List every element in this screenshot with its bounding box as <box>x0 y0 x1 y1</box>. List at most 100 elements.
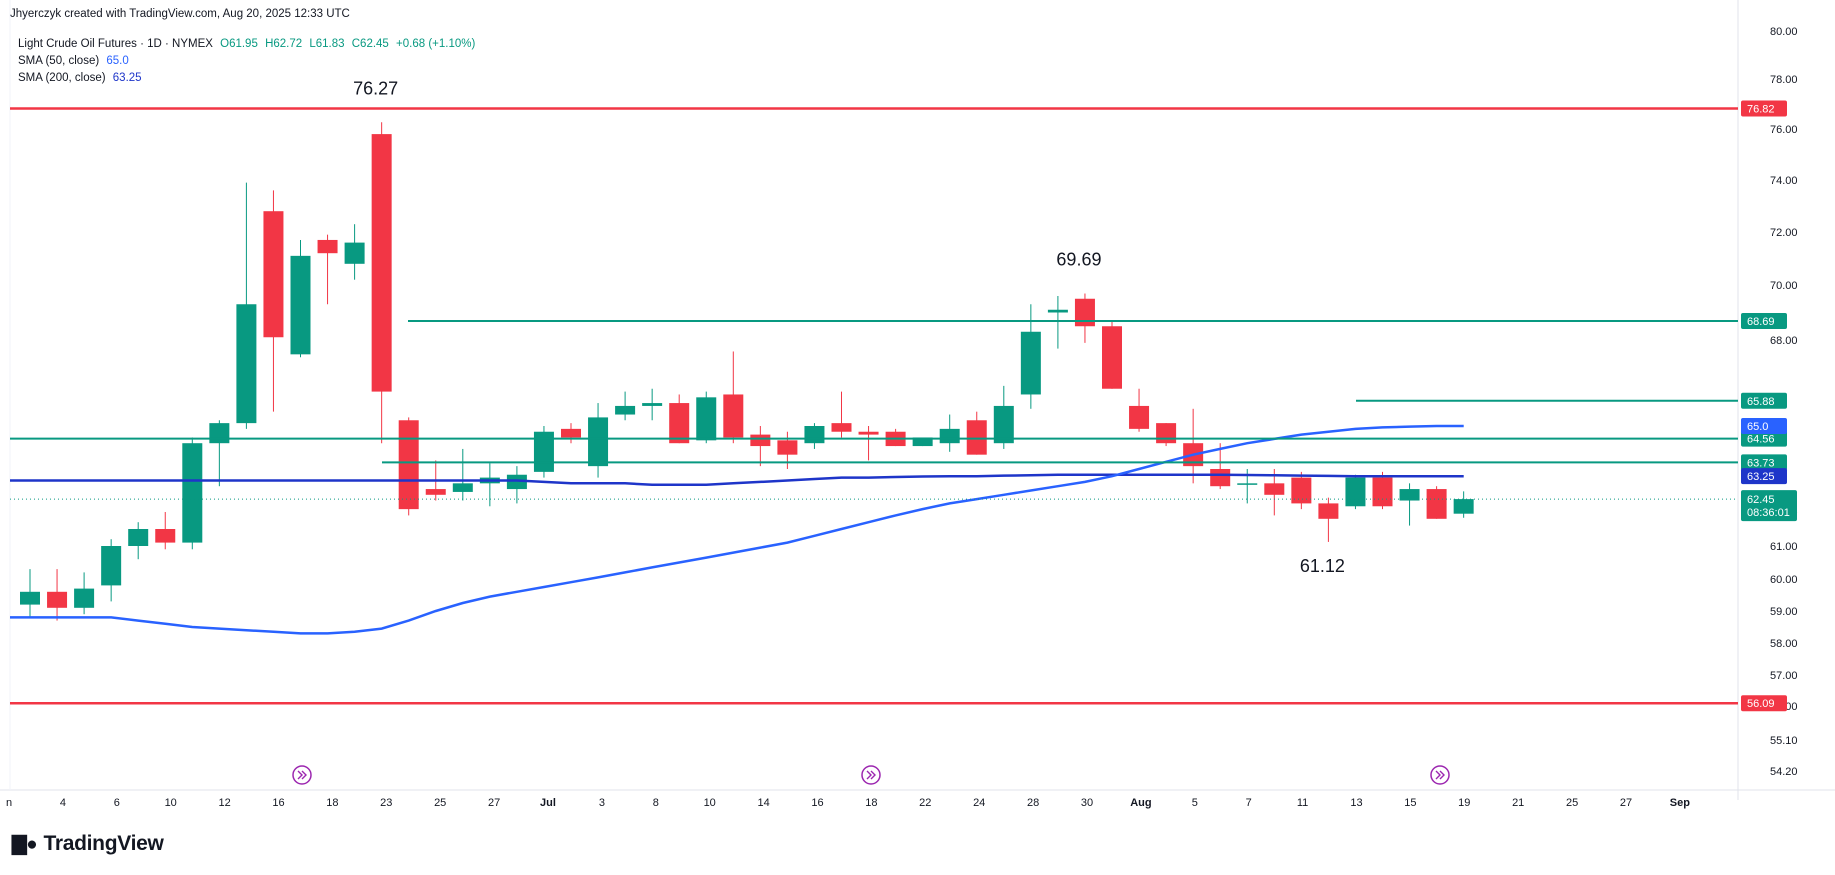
sma-price-label: 63.25 <box>1747 471 1775 483</box>
x-tick-label: 10 <box>704 797 716 809</box>
candle-body <box>128 529 149 546</box>
x-tick-label: 21 <box>1512 797 1524 809</box>
sma50-label: SMA (50, close) <box>18 55 100 67</box>
level-price-tag <box>1741 100 1787 117</box>
y-tick-label: 68.00 <box>1770 335 1798 347</box>
candle-body <box>1102 326 1122 389</box>
level-price-label: 68.69 <box>1747 316 1775 328</box>
swing-annotation: 69.69 <box>1056 250 1101 270</box>
candle-body <box>831 423 852 432</box>
candle-body <box>236 304 257 424</box>
candle-body <box>317 239 338 254</box>
x-tick-label: 27 <box>1620 797 1632 809</box>
candle-body <box>1264 483 1285 495</box>
x-tick-label: 3 <box>599 797 605 809</box>
sma-price-label: 65.0 <box>1747 421 1768 433</box>
level-price-label: 56.09 <box>1747 698 1775 710</box>
candle-body <box>939 428 960 444</box>
instrument-name: Light Crude Oil Futures · 1D · NYMEX <box>18 38 213 50</box>
x-tick-label: 16 <box>811 797 823 809</box>
y-tick-label: 60.00 <box>1770 574 1798 586</box>
candle-body <box>1210 469 1231 487</box>
candle-body <box>290 255 311 355</box>
x-tick-label: 23 <box>380 797 392 809</box>
x-tick-label: 6 <box>114 797 120 809</box>
candle-body <box>777 440 798 455</box>
y-tick-label: 70.00 <box>1770 280 1798 292</box>
candle-body <box>371 134 392 392</box>
candle-body <box>858 431 879 435</box>
candle-body <box>74 588 95 608</box>
candle-body <box>912 437 933 447</box>
candle-body <box>1047 309 1068 313</box>
x-tick-label: 24 <box>973 797 985 809</box>
x-tick-label: 18 <box>326 797 338 809</box>
level-price-label: 63.73 <box>1747 457 1775 469</box>
x-tick-label: 27 <box>488 797 500 809</box>
level-price-tag <box>1741 392 1787 409</box>
y-tick-label: 59.00 <box>1770 606 1798 618</box>
legend-instrument-row[interactable]: Light Crude Oil Futures · 1D · NYMEX O61… <box>18 36 475 53</box>
sma200-line <box>10 473 1464 487</box>
y-tick-label: 78.00 <box>1770 74 1798 86</box>
x-tick-label: 11 <box>1297 797 1308 809</box>
candle-body <box>1453 499 1474 514</box>
candle-body <box>1318 503 1339 519</box>
candle-body <box>1399 489 1420 501</box>
created-by-header: Jhyerczyk created with TradingView.com, … <box>10 8 350 20</box>
sma200-label: SMA (200, close) <box>18 72 106 84</box>
ohlc-close: C62.45 <box>351 38 389 50</box>
candle-body <box>1372 477 1393 507</box>
candle-body <box>1156 423 1177 444</box>
x-tick-label: 19 <box>1458 797 1470 809</box>
level-price-tag <box>1741 454 1787 471</box>
sma-price-tag <box>1741 418 1787 434</box>
candle-body <box>47 591 68 608</box>
ohlc-high: H62.72 <box>265 38 303 50</box>
event-marker-icon[interactable] <box>861 765 881 785</box>
level-price-label: 76.82 <box>1747 104 1775 116</box>
candle-body <box>561 428 581 438</box>
x-tick-label: Jul <box>540 797 556 809</box>
y-tick-label: 58.00 <box>1770 638 1798 650</box>
legend-sma50-row[interactable]: SMA (50, close) 65.0 <box>18 53 475 70</box>
y-tick-label: 54.20 <box>1770 766 1798 778</box>
candle-body <box>344 242 365 264</box>
swing-annotation: 61.12 <box>1300 556 1345 576</box>
candle-body <box>588 417 609 467</box>
level-price-tag <box>1741 313 1787 330</box>
y-tick-label: 80.00 <box>1770 26 1798 38</box>
y-tick-label: 76.00 <box>1770 124 1798 136</box>
event-marker-icon[interactable] <box>1430 765 1450 785</box>
ohlc-change: +0.68 (+1.10%) <box>396 38 476 50</box>
x-tick-label: 14 <box>757 797 769 809</box>
x-tick-label: 4 <box>60 797 66 809</box>
candle-body <box>966 420 987 455</box>
legend-sma200-row[interactable]: SMA (200, close) 63.25 <box>18 70 475 87</box>
candle-body <box>642 403 663 406</box>
candle-body <box>398 420 419 510</box>
candle-body <box>209 423 230 444</box>
tradingview-brand[interactable]: ▇● TradingView <box>12 832 164 856</box>
candle-body <box>1020 331 1041 395</box>
candle-body <box>615 405 636 415</box>
candle-body <box>1074 298 1095 327</box>
sma-price-tag <box>1741 468 1787 485</box>
x-tick-label: 16 <box>272 797 284 809</box>
candle-body <box>804 426 825 444</box>
event-marker-icon[interactable] <box>292 765 312 785</box>
candle-body <box>750 434 771 447</box>
candle-body <box>425 489 446 495</box>
sma50-line <box>10 424 1464 635</box>
x-tick-label: 7 <box>1246 797 1252 809</box>
level-price-tag <box>1741 430 1787 447</box>
candle-body <box>263 211 284 338</box>
level-price-label: 65.88 <box>1747 396 1775 408</box>
x-tick-label: 10 <box>165 797 177 809</box>
brand-name: TradingView <box>43 832 164 855</box>
chart-legend: Light Crude Oil Futures · 1D · NYMEX O61… <box>18 36 475 87</box>
candle-body <box>993 405 1014 444</box>
swing-annotation: 76.27 <box>353 78 398 98</box>
x-tick-label: 8 <box>653 797 659 809</box>
